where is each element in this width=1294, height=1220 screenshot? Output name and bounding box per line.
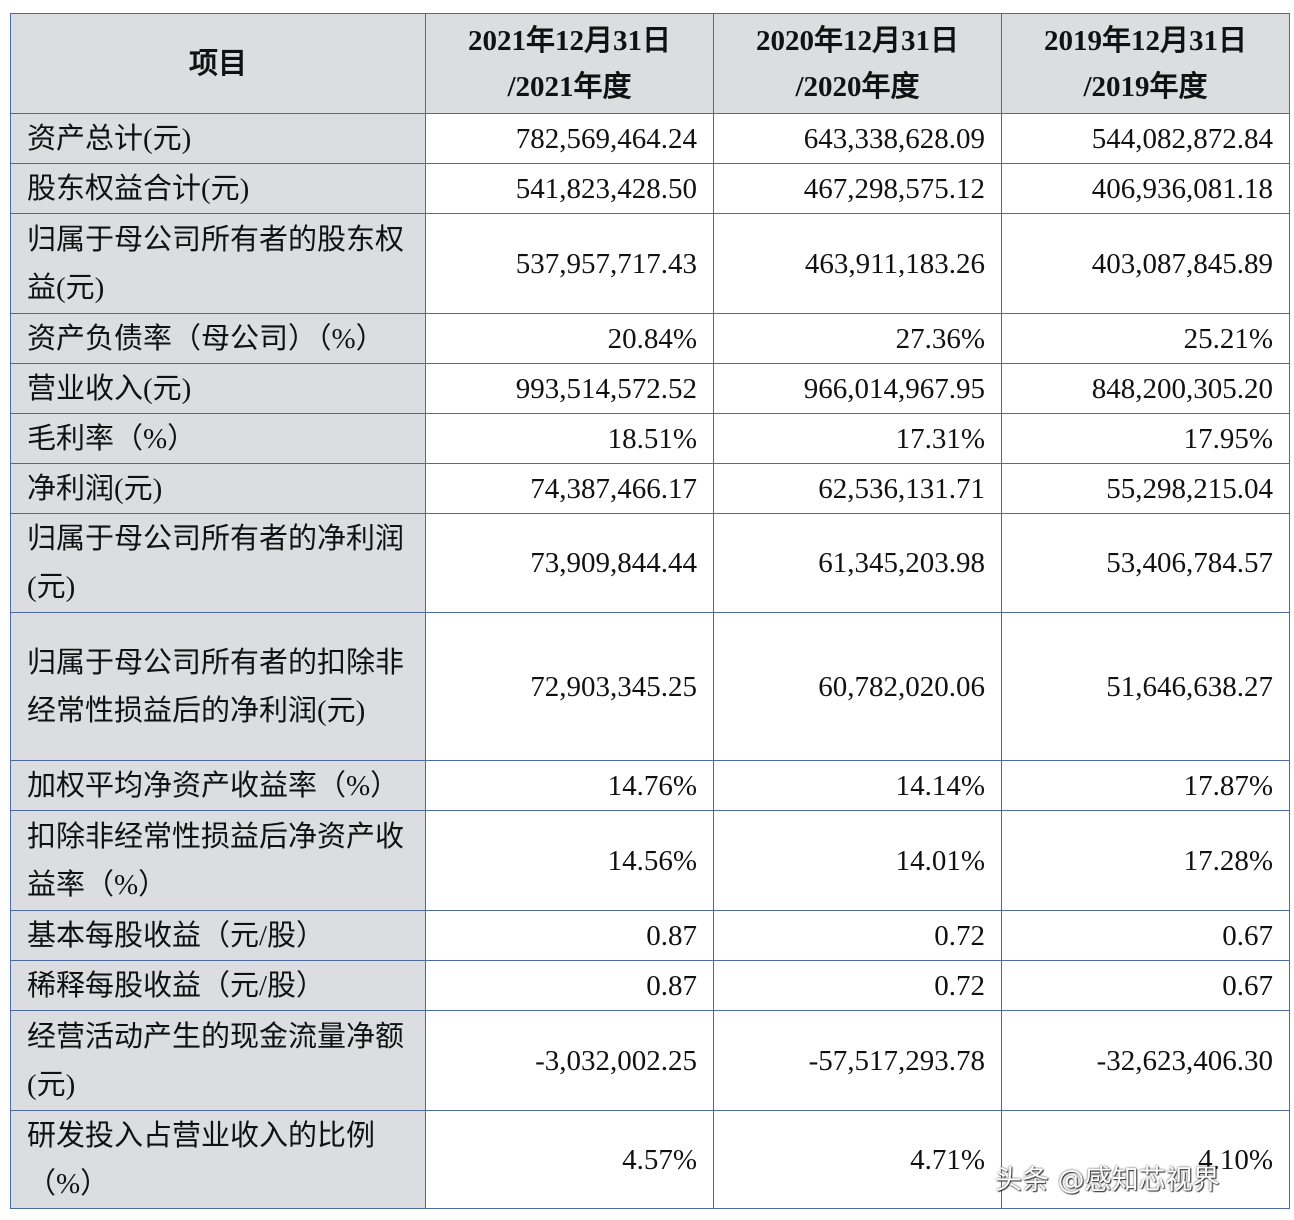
row-label: 净利润(元): [10, 463, 426, 514]
financial-table: 项目 2021年12月31日/2021年度 2020年12月31日/2020年度…: [10, 13, 1290, 1209]
cell-value: 14.14%: [713, 760, 1002, 811]
cell-value: 60,782,020.06: [713, 612, 1002, 761]
table-row: 稀释每股收益（元/股） 0.87 0.72 0.67: [10, 960, 1290, 1011]
header-2021: 2021年12月31日/2021年度: [425, 13, 714, 114]
table-row: 基本每股收益（元/股） 0.87 0.72 0.67: [10, 910, 1290, 961]
table-row: 扣除非经常性损益后净资产收益率（%） 14.56% 14.01% 17.28%: [10, 810, 1290, 911]
cell-value: 61,345,203.98: [713, 513, 1002, 613]
cell-value: 4.57%: [425, 1110, 714, 1209]
table-row: 加权平均净资产收益率（%） 14.76% 14.14% 17.87%: [10, 760, 1290, 811]
table-row: 股东权益合计(元) 541,823,428.50 467,298,575.12 406…: [10, 163, 1290, 214]
row-label: 毛利率（%）: [10, 413, 426, 464]
cell-value: -32,623,406.30: [1001, 1010, 1290, 1111]
cell-value: 27.36%: [713, 313, 1002, 364]
cell-value: 541,823,428.50: [425, 163, 714, 214]
cell-value: 55,298,215.04: [1001, 463, 1290, 514]
cell-value: 17.28%: [1001, 810, 1290, 911]
cell-value: 4.71%: [713, 1110, 1002, 1209]
cell-value: 0.72: [713, 960, 1002, 1011]
table-row: 资产总计(元) 782,569,464.24 643,338,628.09 544,0…: [10, 113, 1290, 164]
row-label: 归属于母公司所有者的扣除非经常性损益后的净利润(元): [10, 612, 426, 761]
row-label: 资产总计(元): [10, 113, 426, 164]
table-row: 归属于母公司所有者的净利润(元) 73,909,844.44 61,345,203.…: [10, 513, 1290, 613]
cell-value: 18.51%: [425, 413, 714, 464]
cell-value: 25.21%: [1001, 313, 1290, 364]
cell-value: 17.31%: [713, 413, 1002, 464]
cell-value: 72,903,345.25: [425, 612, 714, 761]
cell-value: 406,936,081.18: [1001, 163, 1290, 214]
header-2020: 2020年12月31日/2020年度: [713, 13, 1002, 114]
cell-value: 62,536,131.71: [713, 463, 1002, 514]
cell-value: 0.72: [713, 910, 1002, 961]
cell-value: 0.87: [425, 960, 714, 1011]
cell-value: -57,517,293.78: [713, 1010, 1002, 1111]
cell-value: 848,200,305.20: [1001, 363, 1290, 414]
cell-value: 51,646,638.27: [1001, 612, 1290, 761]
table-row: 资产负债率（母公司）（%） 20.84% 27.36% 25.21%: [10, 313, 1290, 364]
row-label: 加权平均净资产收益率（%）: [10, 760, 426, 811]
cell-value: 537,957,717.43: [425, 213, 714, 314]
row-label: 营业收入(元): [10, 363, 426, 414]
row-label: 归属于母公司所有者的股东权益(元): [10, 213, 426, 314]
table-row: 经营活动产生的现金流量净额(元) -3,032,002.25 -57,517,293…: [10, 1010, 1290, 1111]
cell-value: 0.67: [1001, 960, 1290, 1011]
table-row: 归属于母公司所有者的扣除非经常性损益后的净利润(元) 72,903,345.25 6…: [10, 612, 1290, 761]
cell-value: 966,014,967.95: [713, 363, 1002, 414]
watermark: 头条 @感知芯视界: [995, 1165, 1220, 1196]
cell-value: 74,387,466.17: [425, 463, 714, 514]
table-row: 营业收入(元) 993,514,572.52 966,014,967.95 848,2…: [10, 363, 1290, 414]
cell-value: 0.67: [1001, 910, 1290, 961]
table-row: 净利润(元) 74,387,466.17 62,536,131.71 55,298,2…: [10, 463, 1290, 514]
row-label: 研发投入占营业收入的比例（%）: [10, 1110, 426, 1209]
cell-value: 782,569,464.24: [425, 113, 714, 164]
row-label: 经营活动产生的现金流量净额(元): [10, 1010, 426, 1111]
row-label: 扣除非经常性损益后净资产收益率（%）: [10, 810, 426, 911]
cell-value: 14.56%: [425, 810, 714, 911]
cell-value: 643,338,628.09: [713, 113, 1002, 164]
cell-value: 4.10%: [1001, 1110, 1290, 1209]
cell-value: 544,082,872.84: [1001, 113, 1290, 164]
cell-value: 0.87: [425, 910, 714, 961]
row-label: 基本每股收益（元/股）: [10, 910, 426, 961]
header-item: 项目: [10, 13, 426, 114]
cell-value: 14.76%: [425, 760, 714, 811]
cell-value: 993,514,572.52: [425, 363, 714, 414]
cell-value: 53,406,784.57: [1001, 513, 1290, 613]
row-label: 稀释每股收益（元/股）: [10, 960, 426, 1011]
table-row: 毛利率（%） 18.51% 17.31% 17.95%: [10, 413, 1290, 464]
table-row: 研发投入占营业收入的比例（%） 4.57% 4.71% 4.10%: [10, 1110, 1290, 1209]
cell-value: 17.87%: [1001, 760, 1290, 811]
cell-value: 17.95%: [1001, 413, 1290, 464]
row-label: 归属于母公司所有者的净利润(元): [10, 513, 426, 613]
cell-value: 14.01%: [713, 810, 1002, 911]
cell-value: 467,298,575.12: [713, 163, 1002, 214]
table-row: 归属于母公司所有者的股东权益(元) 537,957,717.43 463,911,1…: [10, 213, 1290, 314]
cell-value: 20.84%: [425, 313, 714, 364]
cell-value: -3,032,002.25: [425, 1010, 714, 1111]
row-label: 资产负债率（母公司）（%）: [10, 313, 426, 364]
cell-value: 403,087,845.89: [1001, 213, 1290, 314]
row-label: 股东权益合计(元): [10, 163, 426, 214]
cell-value: 73,909,844.44: [425, 513, 714, 613]
header-row: 项目 2021年12月31日/2021年度 2020年12月31日/2020年度…: [10, 13, 1290, 114]
header-2019: 2019年12月31日/2019年度: [1001, 13, 1290, 114]
cell-value: 463,911,183.26: [713, 213, 1002, 314]
